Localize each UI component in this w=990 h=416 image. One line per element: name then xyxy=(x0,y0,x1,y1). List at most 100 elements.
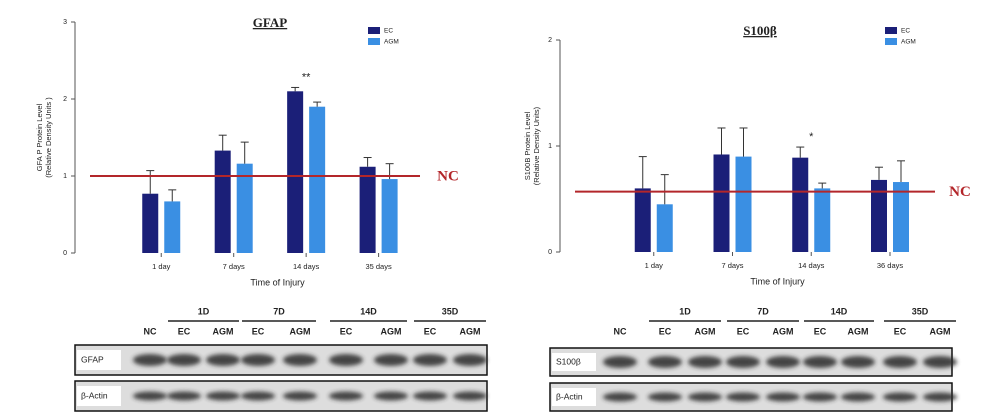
blot-band xyxy=(453,391,487,401)
y-tick-label: 1 xyxy=(548,143,552,150)
blot-band xyxy=(206,391,240,401)
blot-row-label: S100β xyxy=(556,356,581,366)
legend-label: AGM xyxy=(384,39,399,46)
legend-swatch xyxy=(885,27,897,34)
blot-band xyxy=(241,391,275,401)
chart-title: GFAP xyxy=(253,15,287,30)
blot-lane-label: NC xyxy=(614,326,627,336)
blot-lane-label: EC xyxy=(424,326,437,336)
blot-band xyxy=(453,354,487,366)
blot-group-label: 14D xyxy=(831,306,848,316)
blot-lane-label: EC xyxy=(894,326,907,336)
blot-band xyxy=(374,354,408,366)
x-tick-label: 35 days xyxy=(365,262,392,271)
bar xyxy=(713,154,730,252)
bar xyxy=(164,201,181,253)
annotation: ** xyxy=(302,71,311,83)
bar xyxy=(381,179,398,253)
blot-band xyxy=(413,354,447,366)
legend-label: AGM xyxy=(901,39,916,46)
blot-band xyxy=(413,391,447,401)
blot-band xyxy=(841,356,875,368)
blot-group-label: 7D xyxy=(273,306,285,316)
legend-label: EC xyxy=(384,28,393,35)
blot-lane-label: AGM xyxy=(773,326,794,336)
blot-group-label: 35D xyxy=(442,306,459,316)
bar xyxy=(236,163,253,253)
bar xyxy=(214,150,231,253)
blot-lane-label: AGM xyxy=(930,326,951,336)
blot-row-label: β-Actin xyxy=(81,390,108,400)
annotation: * xyxy=(809,131,814,143)
blot-lane-label: EC xyxy=(340,326,353,336)
blot-band xyxy=(766,392,800,402)
bar xyxy=(656,204,673,252)
y-tick-label: 0 xyxy=(63,250,67,257)
blot-lane-label: EC xyxy=(178,326,191,336)
blot-group-label: 1D xyxy=(198,306,210,316)
legend-swatch xyxy=(885,38,897,45)
blot-lane-label: EC xyxy=(252,326,265,336)
blot-band xyxy=(883,392,917,402)
blot-band xyxy=(603,356,637,368)
y-tick-label: 2 xyxy=(63,96,67,103)
bar xyxy=(142,193,159,253)
bar xyxy=(359,166,376,253)
blot-group-label: 14D xyxy=(360,306,377,316)
legend-label: EC xyxy=(901,28,910,35)
x-axis-label: Time of Injury xyxy=(250,277,305,287)
bar xyxy=(893,182,909,252)
legend-swatch xyxy=(368,38,380,45)
bar xyxy=(814,188,831,252)
blot-group-label: 7D xyxy=(757,306,769,316)
reference-label: NC xyxy=(949,184,971,200)
blot-band xyxy=(329,391,363,401)
x-tick-label: 1 day xyxy=(645,261,664,270)
blot-band xyxy=(726,356,760,368)
blot-group-label: 35D xyxy=(912,306,929,316)
y-axis-label: (Relative Density Units ) xyxy=(44,97,53,178)
x-tick-label: 7 days xyxy=(223,262,245,271)
blot-label-box xyxy=(77,386,121,406)
bar xyxy=(287,91,304,253)
blot-lane-label: EC xyxy=(737,326,750,336)
blot-band xyxy=(766,356,800,368)
blot-band xyxy=(167,354,201,366)
legend-swatch xyxy=(368,27,380,34)
blot-label-box xyxy=(552,353,596,371)
blot-label-box xyxy=(552,388,596,406)
blot-band xyxy=(923,392,957,402)
blot-band xyxy=(803,356,837,368)
y-axis-label: GFA P Protein Level xyxy=(35,103,44,171)
blot-label-box xyxy=(77,350,121,370)
blot-band xyxy=(283,354,317,366)
blot-band xyxy=(648,356,682,368)
x-tick-label: 14 days xyxy=(798,261,825,270)
blot-band xyxy=(283,391,317,401)
y-tick-label: 2 xyxy=(548,37,552,44)
blot-band xyxy=(133,391,167,401)
x-tick-label: 7 days xyxy=(721,261,743,270)
blot-band xyxy=(923,356,957,368)
blot-band xyxy=(603,392,637,402)
y-axis-label: (Relative Density Units) xyxy=(532,106,541,185)
blot-group-label: 1D xyxy=(679,306,691,316)
blot-lane-label: AGM xyxy=(460,326,481,336)
blot-band xyxy=(726,392,760,402)
blot-lane-label: AGM xyxy=(213,326,234,336)
chart-title: S100β xyxy=(743,23,777,38)
blot-lane-label: AGM xyxy=(290,326,311,336)
blot-band xyxy=(803,392,837,402)
reference-label: NC xyxy=(437,168,459,184)
y-tick-label: 0 xyxy=(548,249,552,256)
blot-lane-label: AGM xyxy=(695,326,716,336)
x-tick-label: 1 day xyxy=(152,262,171,271)
bar xyxy=(735,156,752,252)
blot-band xyxy=(648,392,682,402)
y-axis-label: S100B Protein Level xyxy=(523,111,532,180)
x-axis-label: Time of Injury xyxy=(750,276,805,286)
blot-row-label: GFAP xyxy=(81,354,104,364)
bar xyxy=(871,179,887,252)
blot-band xyxy=(883,356,917,368)
